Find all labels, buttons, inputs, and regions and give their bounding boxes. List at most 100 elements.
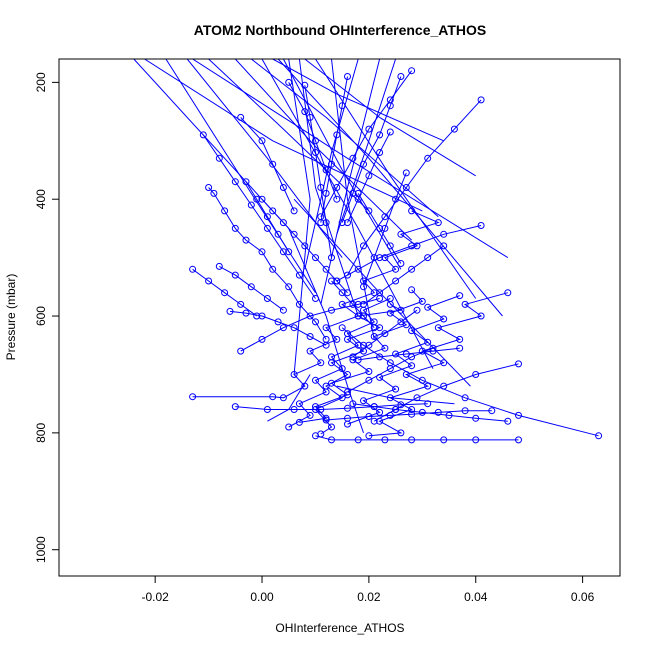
- data-point: [322, 324, 330, 332]
- data-point: [312, 254, 319, 262]
- x-tick-label: 0.04: [464, 590, 488, 604]
- trace-line-11: [320, 59, 381, 305]
- series-line-17: [235, 403, 428, 410]
- data-point: [328, 379, 335, 387]
- data-point: [279, 184, 287, 191]
- data-point: [344, 404, 351, 412]
- data-point: [376, 149, 384, 156]
- data-point: [317, 184, 325, 191]
- series-line-22: [304, 85, 332, 258]
- data-point: [349, 189, 357, 197]
- y-tick-label: 800: [34, 423, 48, 443]
- data-point: [397, 429, 405, 437]
- data-point: [317, 219, 325, 227]
- data-point: [424, 154, 432, 162]
- data-point: [424, 338, 432, 346]
- series-line-9: [229, 310, 327, 346]
- data-point: [312, 137, 319, 145]
- data-point: [285, 423, 293, 431]
- data-point: [312, 149, 319, 156]
- data-point: [434, 324, 442, 332]
- data-point: [461, 394, 469, 402]
- data-point: [344, 289, 351, 297]
- trace-line-20: [293, 198, 471, 387]
- series-line-25: [240, 117, 295, 212]
- data-point: [397, 260, 405, 267]
- data-point: [408, 362, 416, 370]
- data-point: [370, 333, 378, 340]
- data-point: [215, 262, 223, 270]
- data-point: [301, 242, 309, 250]
- data-point: [504, 289, 512, 297]
- data-point: [269, 207, 277, 215]
- data-point: [360, 341, 367, 349]
- data-point: [354, 300, 362, 308]
- data-point: [285, 248, 293, 256]
- data-point: [263, 213, 271, 221]
- data-point: [290, 207, 298, 215]
- data-point: [189, 393, 197, 401]
- data-point: [440, 359, 448, 367]
- data-point: [285, 283, 293, 291]
- series-line-8: [202, 134, 316, 299]
- data-point: [456, 344, 464, 352]
- data-point: [424, 254, 432, 262]
- data-point: [344, 219, 351, 227]
- series-line-35: [331, 280, 375, 329]
- data-point: [381, 344, 389, 352]
- data-point: [376, 254, 384, 262]
- trace-line-13: [304, 59, 476, 177]
- data-point: [231, 224, 239, 232]
- data-point: [231, 403, 239, 411]
- data-point: [349, 300, 357, 308]
- data-point: [354, 436, 362, 444]
- data-point: [279, 394, 287, 402]
- data-point: [247, 283, 255, 291]
- data-point: [434, 219, 442, 227]
- data-point: [386, 394, 394, 402]
- trace-line-7: [282, 59, 402, 270]
- trace-line-8: [298, 59, 359, 317]
- data-point: [440, 315, 448, 323]
- data-point: [472, 371, 480, 378]
- data-point: [312, 376, 319, 384]
- data-point: [402, 184, 410, 191]
- data-point: [376, 289, 384, 297]
- series-line-34: [347, 131, 391, 223]
- data-point: [344, 73, 351, 80]
- data-point: [349, 400, 357, 408]
- data-point: [418, 376, 426, 384]
- data-point: [215, 154, 223, 162]
- data-point: [290, 230, 298, 238]
- data-point: [370, 417, 378, 425]
- data-point: [515, 360, 522, 368]
- data-point: [408, 67, 416, 75]
- data-point: [488, 407, 496, 415]
- data-point: [381, 213, 389, 221]
- data-point: [258, 335, 266, 343]
- data-point: [301, 81, 309, 89]
- series-line-2: [368, 292, 508, 437]
- data-point: [365, 125, 373, 133]
- data-point: [434, 408, 442, 416]
- data-point: [328, 160, 335, 168]
- data-point: [440, 436, 448, 444]
- data-point: [333, 184, 341, 191]
- y-tick-label: 200: [34, 72, 48, 92]
- data-point: [429, 347, 437, 355]
- y-tick-label: 1000: [34, 536, 48, 563]
- data-point: [258, 248, 266, 256]
- data-point: [472, 436, 480, 444]
- data-point: [328, 353, 335, 361]
- data-point: [317, 406, 325, 413]
- data-point: [322, 265, 330, 273]
- data-point: [370, 403, 378, 411]
- data-point: [274, 318, 282, 326]
- data-point: [269, 393, 277, 401]
- data-point: [392, 265, 400, 273]
- data-point: [370, 324, 378, 332]
- series-line-6: [208, 187, 327, 340]
- data-point: [290, 371, 298, 378]
- data-point: [413, 394, 421, 402]
- data-point: [328, 306, 335, 314]
